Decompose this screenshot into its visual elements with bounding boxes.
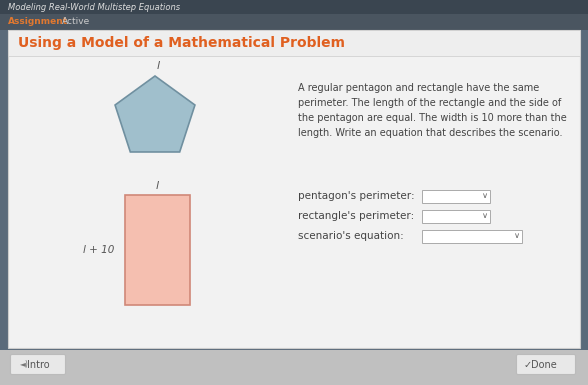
Bar — [422, 190, 490, 203]
Bar — [0, 350, 588, 385]
Text: l + 10: l + 10 — [83, 245, 115, 255]
Text: ✓: ✓ — [524, 360, 532, 370]
Polygon shape — [115, 76, 195, 152]
Text: Active: Active — [62, 17, 90, 27]
Text: ◄): ◄) — [20, 360, 29, 370]
Text: ∨: ∨ — [514, 231, 520, 241]
Text: the pentagon are equal. The width is 10 more than the: the pentagon are equal. The width is 10 … — [298, 113, 567, 123]
Text: pentagon's perimeter:: pentagon's perimeter: — [298, 191, 415, 201]
FancyBboxPatch shape — [516, 355, 576, 375]
Bar — [8, 30, 580, 56]
Text: length. Write an equation that describes the scenario.: length. Write an equation that describes… — [298, 128, 563, 138]
Text: Modeling Real-World Multistep Equations: Modeling Real-World Multistep Equations — [8, 2, 180, 12]
Text: Intro: Intro — [26, 360, 49, 370]
Text: l: l — [156, 181, 159, 191]
Text: Assignment: Assignment — [8, 17, 68, 27]
Text: scenario's equation:: scenario's equation: — [298, 231, 404, 241]
Text: l: l — [156, 61, 159, 71]
Bar — [422, 210, 490, 223]
Text: A regular pentagon and rectangle have the same: A regular pentagon and rectangle have th… — [298, 83, 539, 93]
Text: perimeter. The length of the rectangle and the side of: perimeter. The length of the rectangle a… — [298, 98, 562, 108]
Text: Done: Done — [531, 360, 557, 370]
Text: Using a Model of a Mathematical Problem: Using a Model of a Mathematical Problem — [18, 36, 345, 50]
FancyBboxPatch shape — [11, 355, 65, 375]
Text: rectangle's perimeter:: rectangle's perimeter: — [298, 211, 415, 221]
Text: ∨: ∨ — [482, 191, 488, 201]
Text: ∨: ∨ — [482, 211, 488, 221]
Bar — [0, 0, 588, 14]
Bar — [8, 30, 580, 348]
Bar — [422, 230, 522, 243]
Bar — [0, 14, 588, 30]
Bar — [125, 195, 190, 305]
